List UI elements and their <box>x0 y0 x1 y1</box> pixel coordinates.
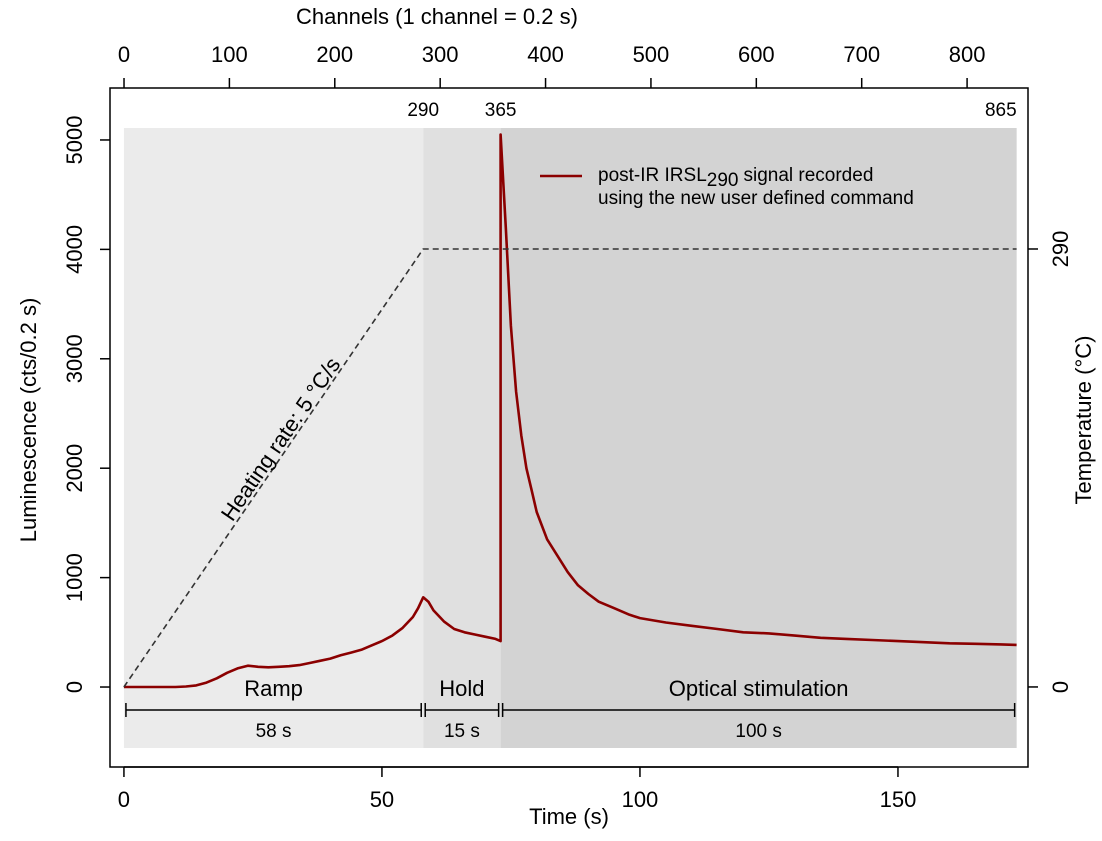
channel-marker: 290 <box>407 100 439 121</box>
x2-tick-label: 200 <box>316 42 353 67</box>
x2-tick-label: 500 <box>633 42 670 67</box>
x2-tick-label: 800 <box>949 42 986 67</box>
y-tick-label: 3000 <box>62 334 87 383</box>
phase-label: Hold <box>439 676 484 701</box>
x-axis-title: Time (s) <box>529 804 609 829</box>
legend-label: post-IR IRSL290 signal recorded <box>598 165 873 191</box>
luminescence-line <box>123 133 1017 689</box>
y-tick-label: 2000 <box>62 444 87 493</box>
phase-region <box>500 128 1017 748</box>
legend-subscript: 290 <box>707 170 739 191</box>
x2-tick-label: 300 <box>422 42 459 67</box>
phase-label: Ramp <box>244 676 303 701</box>
y2-axis-title: Temperature (°C) <box>1071 336 1096 505</box>
y-tick-label: 0 <box>62 681 87 693</box>
y-axis-title: Luminescence (cts/0.2 s) <box>16 298 41 543</box>
x2-tick-label: 600 <box>738 42 775 67</box>
legend-text: signal recorded <box>743 165 873 186</box>
x-tick-label: 0 <box>118 787 130 812</box>
x2-axis-title: Channels (1 channel = 0.2 s) <box>296 4 578 29</box>
y2-tick-label: 290 <box>1048 231 1073 268</box>
legend-text: post-IR IRSL <box>598 165 707 186</box>
phase-region <box>423 128 501 748</box>
y-tick-label: 5000 <box>62 115 87 164</box>
duration-label: 15 s <box>444 721 480 742</box>
x2-tick-label: 700 <box>843 42 880 67</box>
channel-marker: 365 <box>485 100 517 121</box>
x-tick-label: 50 <box>370 787 394 812</box>
x2-tick-label: 400 <box>527 42 564 67</box>
y-tick-label: 1000 <box>62 553 87 602</box>
x2-tick-label: 100 <box>211 42 248 67</box>
x2-tick-label: 0 <box>118 42 130 67</box>
temperature-line <box>123 248 1017 688</box>
x-tick-label: 100 <box>622 787 659 812</box>
duration-label: 58 s <box>256 721 292 742</box>
phase-label: Optical stimulation <box>669 676 849 701</box>
duration-label: 100 s <box>735 721 781 742</box>
y-tick-label: 4000 <box>62 225 87 274</box>
x-tick-label: 150 <box>880 787 917 812</box>
y2-tick-label: 0 <box>1048 681 1073 693</box>
channel-marker: 865 <box>985 100 1017 121</box>
legend-label: using the new user defined command <box>598 188 914 209</box>
